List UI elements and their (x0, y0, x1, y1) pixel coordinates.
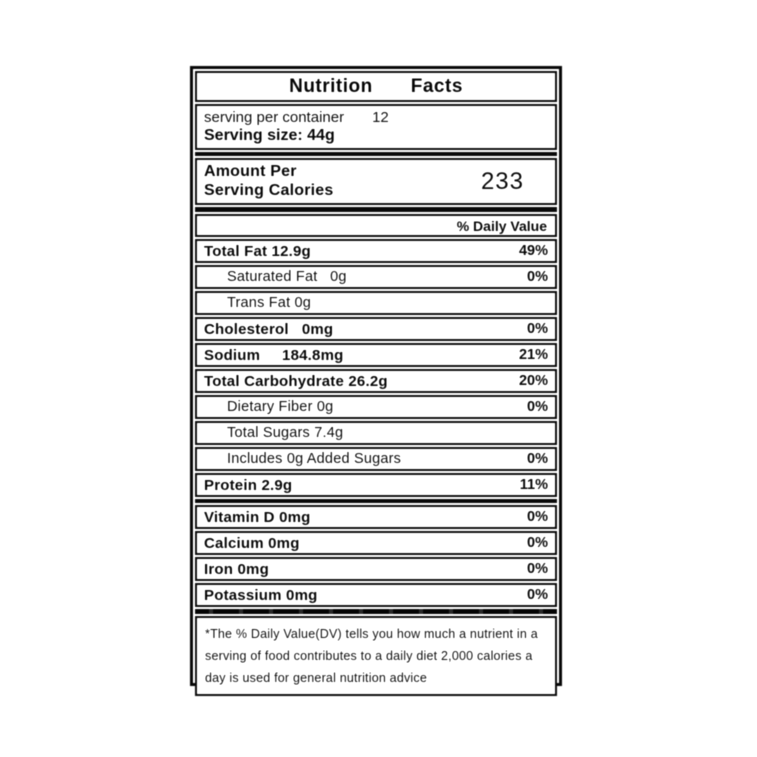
serving-info-section: serving per container 12 Serving size: 4… (195, 104, 557, 150)
row-iron: Iron 0mg 0% (195, 557, 557, 581)
footnote-line: *The % Daily Value(DV) tells you how muc… (205, 627, 538, 641)
thick-divider (195, 499, 557, 503)
serving-size-line: Serving size: 44g (204, 127, 335, 145)
row-calcium: Calcium 0mg 0% (195, 531, 557, 555)
nutrient-dv: 11% (519, 477, 548, 493)
nutrient-name: Potassium 0mg (204, 586, 318, 604)
thick-divider (195, 207, 557, 212)
label-title: Nutrition Facts (195, 71, 557, 102)
servings-per-container-value: 12 (372, 108, 389, 126)
row-protein: Protein 2.9g 11% (195, 473, 557, 497)
nutrient-name: Total Carbohydrate 26.2g (204, 372, 388, 390)
nutrient-dv: 21% (518, 347, 548, 363)
footnote-line: serving of food contributes to a daily d… (205, 649, 533, 663)
amount-per-line1: Amount Per (204, 162, 297, 180)
nutrient-name: Protein 2.9g (204, 476, 293, 494)
nutrient-dv: 49% (518, 243, 548, 259)
amount-per-line2: Serving Calories (204, 182, 334, 200)
servings-per-container-line: serving per container 12 (204, 109, 548, 126)
nutrient-dv: 0% (527, 321, 548, 337)
row-vitamin-d: Vitamin D 0mg 0% (195, 505, 557, 529)
calories-section: Amount Per Serving Calories 233 (195, 158, 557, 205)
nutrient-name: Trans Fat 0g (227, 295, 312, 311)
nutrient-name: Iron 0mg (204, 560, 269, 578)
daily-value-footnote: *The % Daily Value(DV) tells you how muc… (195, 616, 557, 696)
amount-per-serving-label: Amount Per Serving Calories (204, 162, 333, 201)
servings-per-container-label: serving per container (204, 108, 345, 126)
row-cholesterol: Cholesterol 0mg 0% (195, 317, 557, 341)
nutrient-dv: 0% (527, 509, 548, 525)
nutrient-dv: 0% (527, 451, 548, 467)
nutrient-dv: 0% (527, 399, 548, 415)
nutrient-dv: 0% (527, 561, 548, 577)
calories-value: 233 (480, 167, 524, 195)
title-word-facts: Facts (410, 75, 463, 97)
nutrient-name: Calcium 0mg (204, 534, 300, 552)
row-total-carbohydrate: Total Carbohydrate 26.2g 20% (195, 369, 557, 393)
daily-value-header: % Daily Value (195, 214, 557, 237)
row-total-fat: Total Fat 12.9g 49% (195, 239, 557, 263)
row-dietary-fiber: Dietary Fiber 0g 0% (195, 395, 557, 419)
thick-divider (195, 609, 557, 614)
nutrient-name: Vitamin D 0mg (204, 508, 311, 526)
row-saturated-fat: Saturated Fat 0g 0% (195, 265, 557, 289)
row-total-sugars: Total Sugars 7.4g (195, 421, 557, 445)
nutrient-dv: 0% (527, 587, 548, 603)
nutrient-name: Cholesterol 0mg (204, 320, 334, 338)
row-trans-fat: Trans Fat 0g (195, 291, 557, 315)
row-sodium: Sodium 184.8mg 21% (195, 343, 557, 367)
row-added-sugars: Includes 0g Added Sugars 0% (195, 447, 557, 471)
row-potassium: Potassium 0mg 0% (195, 583, 557, 607)
footnote-line: day is used for general nutrition advice (205, 671, 428, 685)
nutrient-dv: 20% (518, 373, 548, 389)
nutrient-name: Sodium 184.8mg (204, 346, 344, 364)
nutrient-dv: 0% (527, 535, 548, 551)
nutrient-name: Includes 0g Added Sugars (227, 451, 402, 467)
nutrient-name: Dietary Fiber 0g (227, 399, 334, 415)
nutrient-name: Saturated Fat 0g (227, 269, 347, 285)
nutrient-name: Total Sugars 7.4g (227, 425, 344, 441)
nutrient-dv: 0% (527, 269, 548, 285)
nutrient-name: Total Fat 12.9g (204, 242, 311, 260)
thick-divider (195, 152, 557, 156)
title-word-nutrition: Nutrition (289, 75, 373, 97)
nutrition-facts-label: Nutrition Facts serving per container 12… (190, 66, 562, 696)
